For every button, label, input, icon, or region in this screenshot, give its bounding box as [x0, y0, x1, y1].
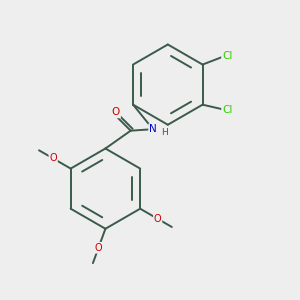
Text: N: N — [149, 124, 157, 134]
Text: H: H — [161, 128, 168, 137]
Text: O: O — [112, 107, 120, 117]
Text: O: O — [154, 214, 161, 224]
Text: Cl: Cl — [222, 105, 232, 115]
Text: Cl: Cl — [222, 51, 232, 61]
Text: O: O — [95, 243, 102, 253]
Text: O: O — [50, 154, 57, 164]
